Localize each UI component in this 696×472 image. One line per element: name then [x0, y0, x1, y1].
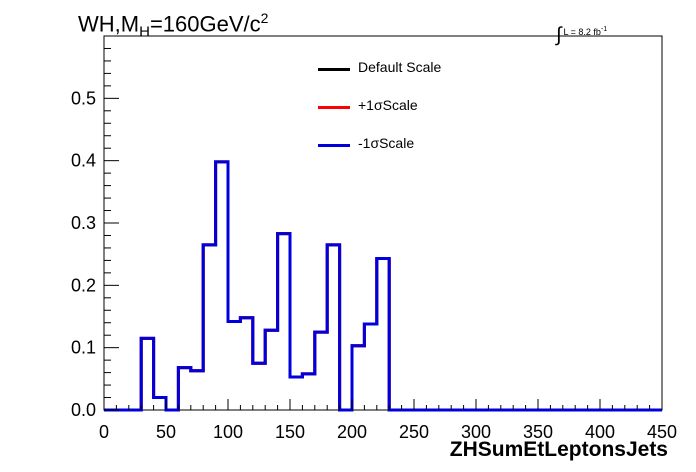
series-line-2	[104, 160, 662, 412]
y-tick-label: 0.0	[71, 400, 96, 420]
legend-item-minus1sigma: -1σScale	[318, 132, 478, 170]
x-tick-label: 300	[461, 422, 491, 442]
x-tick-label: 100	[213, 422, 243, 442]
axis-layer: 0 50 100 150 200 250 300 350 400 450 0.0 0.1 0.2 0.3 0…	[71, 47, 677, 442]
x-tick-label: 350	[523, 422, 553, 442]
title-superscript: 2	[260, 10, 269, 26]
series-line-0	[104, 160, 662, 412]
y-tick-label: 0.3	[71, 213, 96, 233]
x-tick-label: 200	[337, 422, 367, 442]
legend-label-minus1sigma: -1σScale	[358, 135, 415, 151]
x-tick-label: 450	[647, 422, 677, 442]
legend-item-plus1sigma: +1σScale	[318, 94, 478, 132]
legend-swatch-default	[318, 68, 350, 71]
x-tick-label: 150	[275, 422, 305, 442]
y-tick-label: 0.5	[71, 88, 96, 108]
legend-label-default: Default Scale	[358, 59, 442, 75]
plot-title: WH,MH=160GeV/c2	[78, 10, 268, 41]
x-tick-label: 0	[99, 422, 109, 442]
legend-swatch-plus1sigma	[318, 106, 350, 109]
luminosity-text: L = 8.2 fb	[563, 27, 601, 37]
title-subscript: H	[139, 23, 150, 41]
integral-symbol: ∫	[556, 24, 562, 46]
legend-item-default: Default Scale	[318, 56, 478, 94]
legend: Default Scale +1σScale -1σScale	[318, 56, 478, 170]
series-line-1	[104, 160, 662, 412]
x-tick-label: 50	[156, 422, 176, 442]
legend-label-plus1sigma: +1σScale	[358, 97, 418, 113]
legend-swatch-minus1sigma	[318, 144, 350, 147]
title-rest: =160GeV/c	[149, 11, 261, 37]
luminosity-superscript: -1	[600, 26, 608, 33]
y-tick-label: 0.2	[71, 275, 96, 295]
title-main: WH,M	[78, 11, 140, 37]
x-tick-label: 400	[585, 422, 615, 442]
luminosity-label: ∫ L = 8.2 fb-1	[556, 18, 608, 46]
series-layer	[104, 160, 662, 412]
x-tick-label: 250	[399, 422, 429, 442]
y-tick-label: 0.4	[71, 151, 96, 171]
x-axis-label: ZHSumEtLeptonsJets	[449, 438, 668, 461]
y-tick-label: 0.1	[71, 338, 96, 358]
